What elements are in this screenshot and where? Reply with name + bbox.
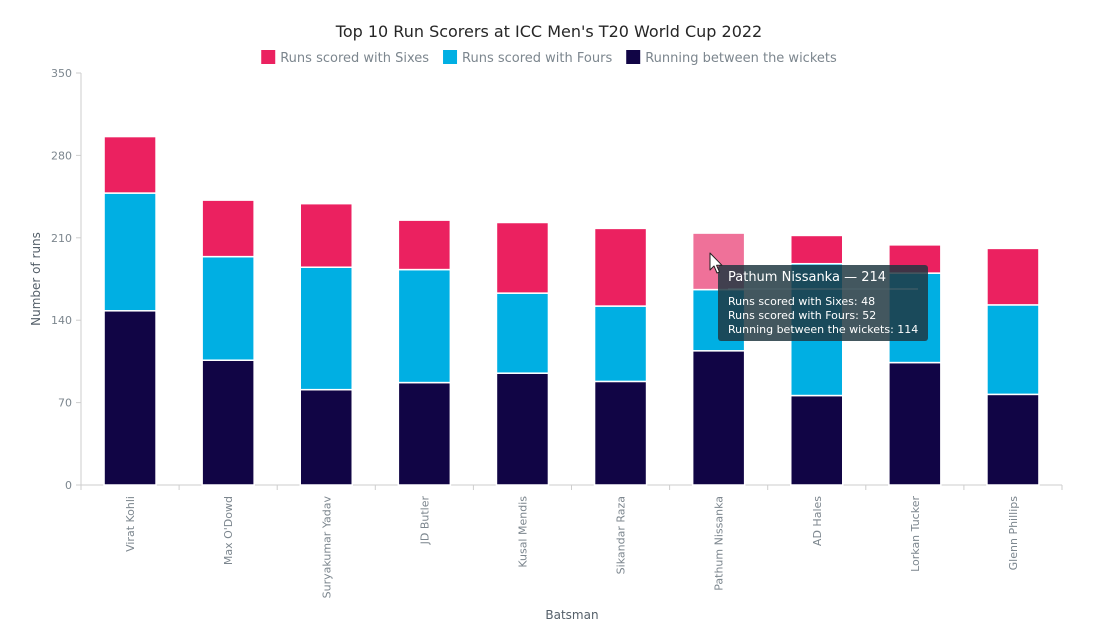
x-tick-label-max-o-dowd: Max O'Dowd: [222, 496, 235, 565]
tooltip-line-sixes: Runs scored with Sixes: 48: [728, 295, 875, 308]
bar-sikandar-raza-running-between-the-wickets[interactable]: [593, 380, 648, 486]
bar-sikandar-raza-runs-scored-with-sixes[interactable]: [593, 227, 648, 307]
bar-glenn-phillips-runs-scored-with-fours[interactable]: [986, 304, 1040, 396]
bar-suryakumar-yadav-running-between-the-wickets[interactable]: [299, 388, 353, 486]
legend-swatch-runs-scored-with-fours: [443, 50, 458, 64]
bar-sikandar-raza-runs-scored-with-fours[interactable]: [593, 305, 648, 383]
bar-jd-butler-running-between-the-wickets[interactable]: [397, 381, 452, 486]
tooltip-line-running: Running between the wickets: 114: [728, 323, 918, 336]
y-axis-ticks: 0 70 140 210 280 350: [51, 67, 81, 492]
y-tick-label: 140: [51, 314, 72, 327]
bar-max-o-dowd-running-between-the-wickets[interactable]: [201, 359, 255, 486]
bar-max-o-dowd-runs-scored-with-fours[interactable]: [201, 255, 255, 361]
tooltip-title: Pathum Nissanka — 214: [728, 270, 886, 285]
bar-lorkan-tucker-running-between-the-wickets[interactable]: [888, 361, 942, 486]
bar-ad-hales-running-between-the-wickets[interactable]: [790, 394, 844, 486]
tooltip-line-fours: Runs scored with Fours: 52: [728, 309, 876, 322]
x-tick-label-virat-kohli: Virat Kohli: [124, 496, 137, 552]
legend: Runs scored with Sixes Runs scored with F…: [261, 50, 837, 66]
bar-kusal-mendis-runs-scored-with-sixes[interactable]: [495, 221, 550, 294]
x-axis-title: Batsman: [545, 608, 598, 622]
legend-label-runs-scored-with-fours[interactable]: Runs scored with Fours: [462, 51, 612, 66]
x-axis-ticks: Virat Kohli Max O'Dowd Suryakumar Yadav JD …: [80, 485, 1063, 599]
tooltip-box: [718, 265, 928, 341]
y-axis-title: Number of runs: [29, 232, 43, 326]
bar-ad-hales-runs-scored-with-sixes[interactable]: [790, 234, 844, 265]
y-tick-label: 280: [51, 149, 72, 162]
x-tick-label-sikandar-raza: Sikandar Raza: [615, 496, 628, 574]
bar-suryakumar-yadav-runs-scored-with-fours[interactable]: [299, 266, 353, 391]
tooltip: Pathum Nissanka — 214 Runs scored with S…: [718, 265, 928, 341]
bar-jd-butler-runs-scored-with-fours[interactable]: [397, 268, 452, 384]
bars: [103, 135, 1040, 486]
bar-max-o-dowd-runs-scored-with-sixes[interactable]: [201, 199, 255, 258]
x-tick-label-lorkan-tucker: Lorkan Tucker: [909, 496, 922, 572]
bar-kusal-mendis-running-between-the-wickets[interactable]: [495, 372, 550, 486]
bar-kusal-mendis-runs-scored-with-fours[interactable]: [495, 292, 550, 374]
bar-jd-butler-runs-scored-with-sixes[interactable]: [397, 219, 452, 271]
bar-virat-kohli-runs-scored-with-sixes[interactable]: [103, 135, 157, 194]
x-tick-label-ad-hales: AD Hales: [811, 496, 824, 546]
y-tick-label: 210: [51, 232, 72, 245]
bar-suryakumar-yadav-runs-scored-with-sixes[interactable]: [299, 202, 353, 268]
y-tick-label: 350: [51, 67, 72, 80]
legend-label-runs-scored-with-sixes[interactable]: Runs scored with Sixes: [280, 51, 429, 66]
legend-swatch-runs-scored-with-sixes: [261, 50, 276, 64]
y-tick-label: 70: [58, 397, 72, 410]
bar-glenn-phillips-runs-scored-with-sixes[interactable]: [986, 247, 1040, 306]
bar-pathum-nissanka-running-between-the-wickets[interactable]: [691, 350, 746, 486]
y-tick-label: 0: [65, 479, 72, 492]
x-tick-label-jd-butler: JD Butler: [418, 496, 431, 546]
legend-swatch-running-between-the-wickets: [626, 50, 641, 64]
bar-virat-kohli-running-between-the-wickets[interactable]: [103, 310, 157, 486]
x-tick-label-pathum-nissanka: Pathum Nissanka: [713, 496, 726, 591]
legend-label-running-between-the-wickets[interactable]: Running between the wickets: [645, 51, 837, 66]
x-tick-label-kusal-mendis: Kusal Mendis: [516, 496, 529, 568]
bar-virat-kohli-runs-scored-with-fours[interactable]: [103, 192, 157, 312]
x-tick-label-suryakumar-yadav: Suryakumar Yadav: [320, 496, 333, 599]
x-tick-label-glenn-phillips: Glenn Phillips: [1007, 496, 1020, 571]
mouse-cursor-icon: [709, 252, 723, 274]
bar-glenn-phillips-running-between-the-wickets[interactable]: [986, 393, 1040, 486]
chart-title: Top 10 Run Scorers at ICC Men's T20 Worl…: [335, 22, 762, 41]
